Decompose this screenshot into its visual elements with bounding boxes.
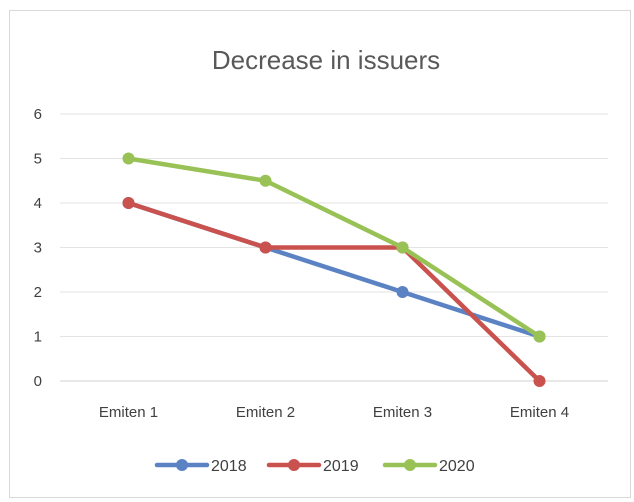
data-point [396,286,409,298]
y-tick-label: 2 [34,284,42,301]
legend-marker [404,459,416,471]
data-point [533,330,546,343]
y-tick-label: 3 [34,240,42,257]
chart-title: Decrease in issuers [212,45,440,75]
legend-item-2019: 2019 [266,458,359,475]
x-tick-label: Emiten 3 [373,404,432,421]
y-tick-label: 4 [34,195,42,212]
series-lines [122,152,546,387]
series-2020 [122,152,546,343]
legend-label: 2020 [439,458,475,475]
legend-item-2020: 2020 [382,458,475,475]
legend-marker [288,459,300,471]
series-line [126,200,542,384]
y-axis-ticks: 0 1 2 3 4 5 6 [34,106,42,390]
x-axis-ticks: Emiten 1 Emiten 2 Emiten 3 Emiten 4 [99,404,569,421]
legend-label: 2018 [211,458,247,475]
data-point [259,174,272,187]
x-tick-label: Emiten 2 [236,404,295,421]
series-line [126,156,542,339]
y-tick-label: 0 [34,373,42,390]
legend-label: 2019 [323,458,359,475]
data-point [533,375,546,387]
x-tick-label: Emiten 1 [99,404,158,421]
data-point [122,152,135,165]
data-point [122,197,135,209]
y-tick-label: 1 [34,329,42,346]
series-2018 [122,197,546,343]
data-point [259,241,272,254]
gridlines [60,113,608,382]
data-point [396,241,409,254]
legend-marker [176,459,188,471]
legend-item-2018: 2018 [154,458,247,475]
legend: 2018 2019 2020 [154,458,475,475]
x-tick-label: Emiten 4 [510,404,569,421]
chart-frame [9,10,631,498]
y-tick-label: 6 [34,106,42,123]
y-tick-label: 5 [34,151,42,168]
